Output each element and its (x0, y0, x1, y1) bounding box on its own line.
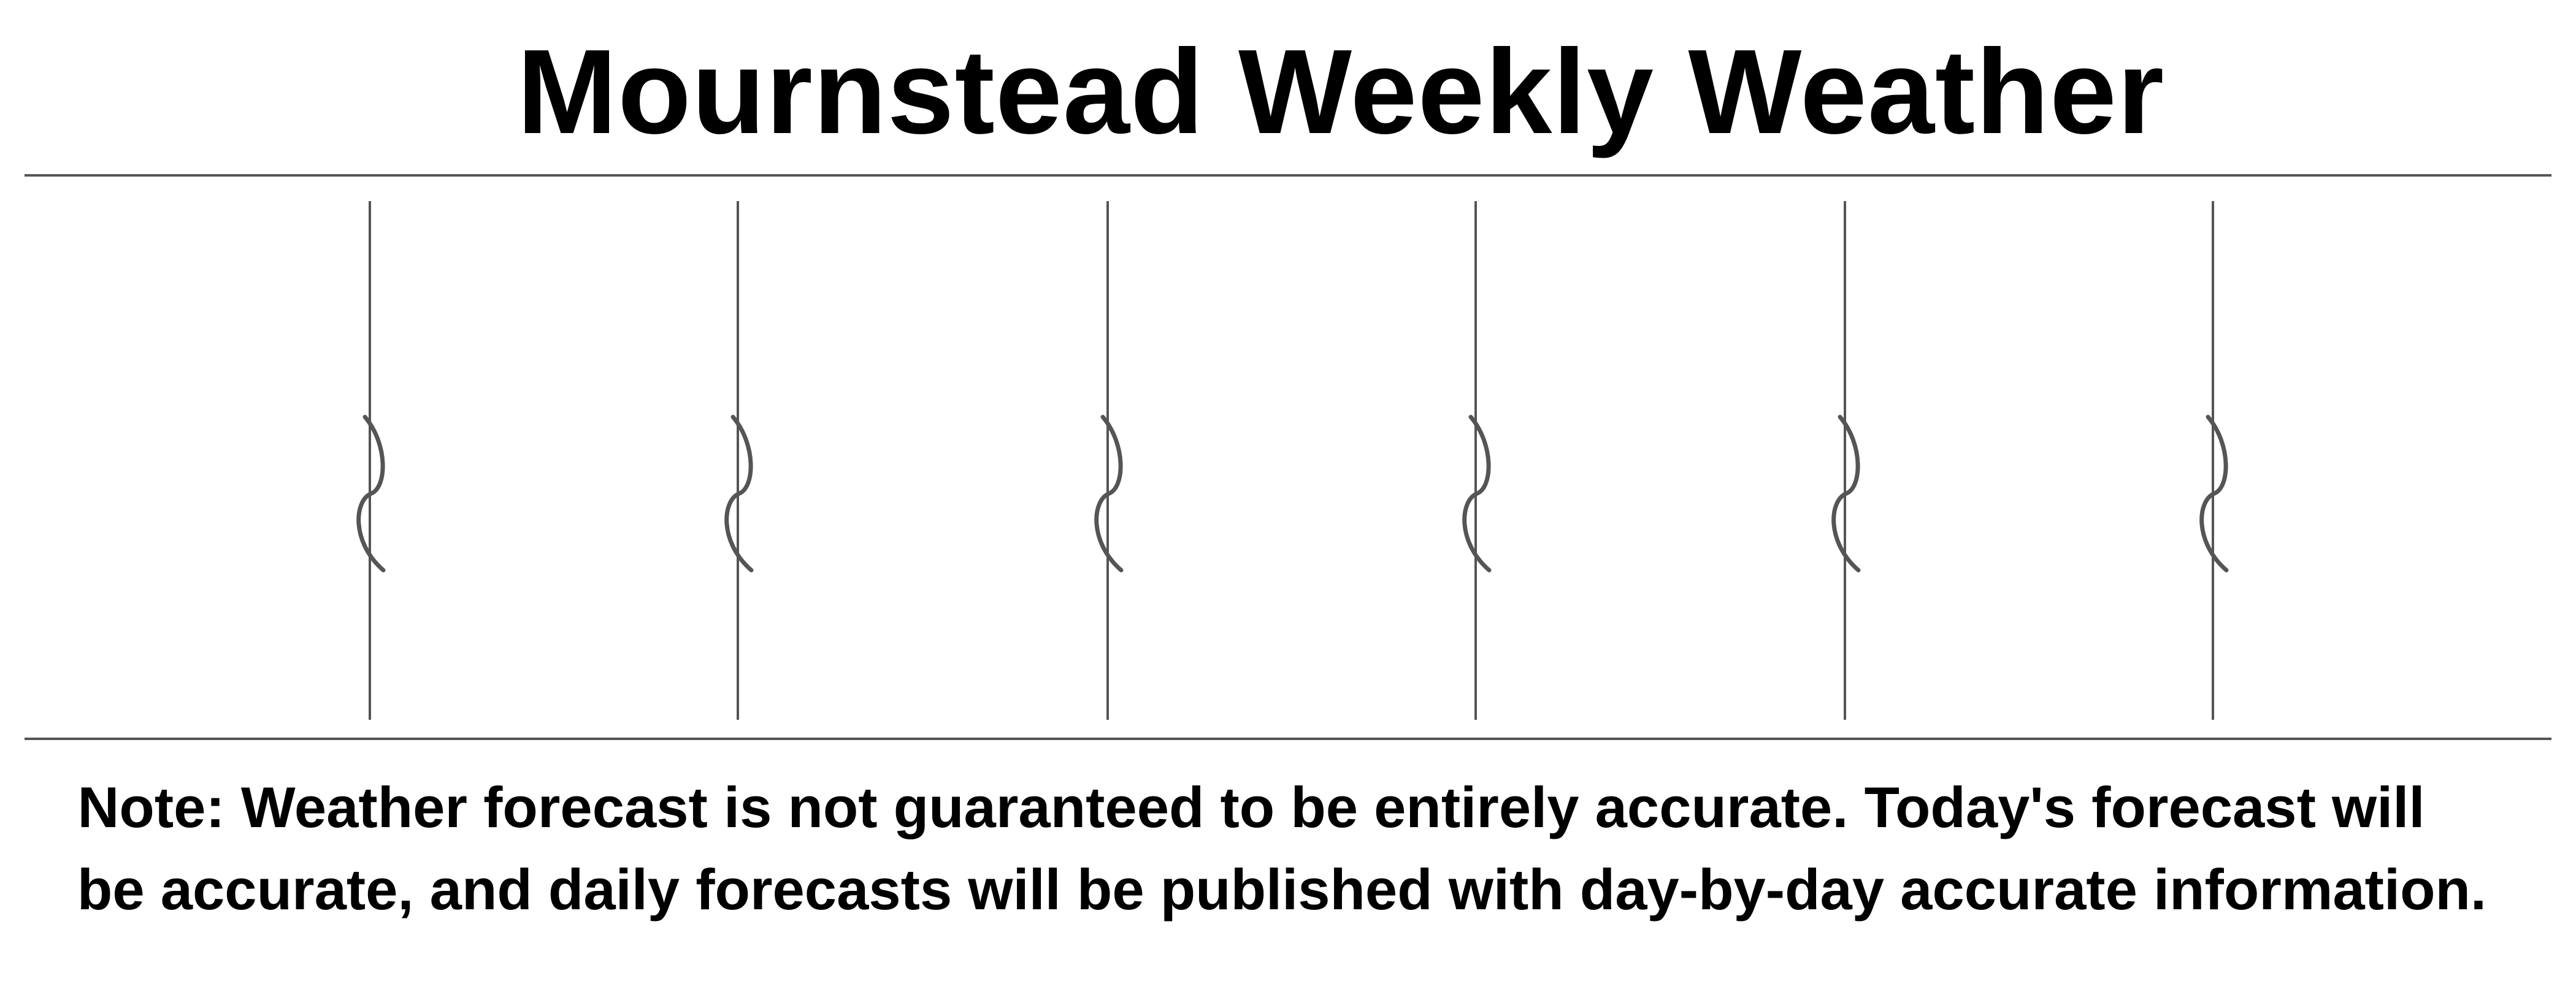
wavy-break-icon (1094, 414, 1124, 573)
wavy-break-icon (1462, 414, 1492, 573)
day-column-divider (1462, 201, 1492, 720)
note-line-1: Note: Weather forecast is not guaranteed… (77, 775, 2425, 839)
day-column-divider (724, 201, 754, 720)
day-column-divider (2199, 201, 2229, 720)
wavy-break-icon (356, 414, 386, 573)
bottom-divider-line (25, 738, 2551, 740)
day-column-divider (356, 201, 386, 720)
day-column-divider (1094, 201, 1124, 720)
forecast-disclaimer-note: Note: Weather forecast is not guaranteed… (0, 766, 2576, 931)
wavy-break-icon (1831, 414, 1861, 573)
wavy-break-icon (2199, 414, 2229, 573)
wavy-break-icon (724, 414, 754, 573)
forecast-day-columns (0, 178, 2576, 736)
top-divider-line (25, 174, 2551, 177)
page-title: Mournstead Weekly Weather (516, 25, 2165, 159)
note-line-2: be accurate, and daily forecasts will be… (77, 857, 2487, 922)
column-dividers (356, 201, 2229, 720)
day-column-divider (1831, 201, 1861, 720)
